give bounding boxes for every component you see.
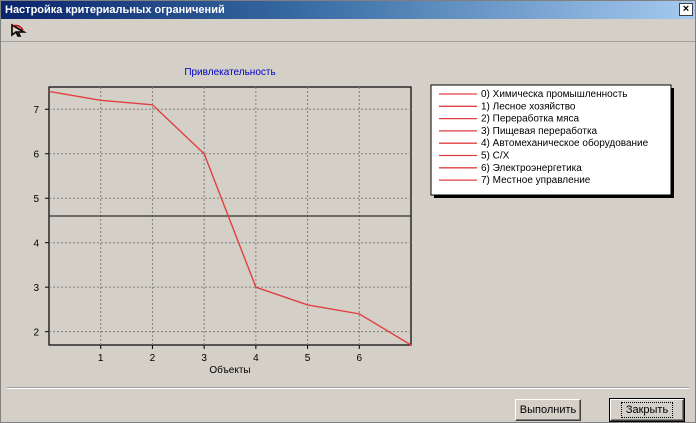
- run-button[interactable]: Выполнить: [515, 399, 581, 421]
- legend-box: [430, 84, 672, 196]
- legend-entry: 5) С/Х: [481, 151, 510, 162]
- close-button[interactable]: Закрыть: [609, 398, 685, 422]
- arrow-icon[interactable]: [9, 22, 29, 38]
- chart-panel: 1 2 3 4 5 6 2 3 4 5 6 7 Привлекательность Объекты 0) Х…: [7, 53, 689, 385]
- x-tick-label: 1: [98, 353, 104, 364]
- y-tick-label: 3: [33, 283, 39, 294]
- x-tick-label: 2: [150, 353, 156, 364]
- close-window-button[interactable]: ×: [679, 3, 693, 16]
- chart: 1 2 3 4 5 6 2 3 4 5 6 7 Привлекательность Объекты 0) Х…: [33, 67, 674, 376]
- divider: [7, 387, 689, 389]
- y-tick-label: 6: [33, 150, 39, 161]
- y-tick-label: 4: [33, 239, 39, 250]
- legend-entry: 7) Местное управление: [481, 175, 591, 186]
- y-tick-label: 5: [33, 194, 39, 205]
- legend-entry: 0) Химическа промышленность: [481, 89, 628, 100]
- y-tick-label: 2: [33, 328, 39, 339]
- series-line: [48, 90, 412, 346]
- window-title: Настройка критериальных ограничений: [5, 4, 225, 16]
- legend-entry: 4) Автомеханическое оборудование: [481, 137, 649, 149]
- x-axis-label: Объекты: [209, 364, 250, 376]
- x-tick-label: 3: [201, 353, 207, 364]
- x-tick-label: 5: [305, 353, 311, 364]
- legend-entry: 3) Пищевая переработка: [481, 125, 598, 137]
- x-tick-label: 6: [357, 353, 363, 364]
- title-bar[interactable]: Настройка критериальных ограничений ×: [1, 1, 695, 19]
- close-button-label: Закрыть: [620, 402, 674, 418]
- legend-entry: 2) Переработка мяса: [481, 113, 580, 125]
- legend-entry: 1) Лесное хозяйство: [481, 101, 576, 112]
- chart-title: Привлекательность: [184, 67, 275, 78]
- y-tick-label: 7: [33, 105, 39, 116]
- x-tick-label: 4: [253, 353, 259, 364]
- toolbar: [1, 19, 695, 42]
- legend-entry: 6) Электроэнергетика: [481, 163, 582, 174]
